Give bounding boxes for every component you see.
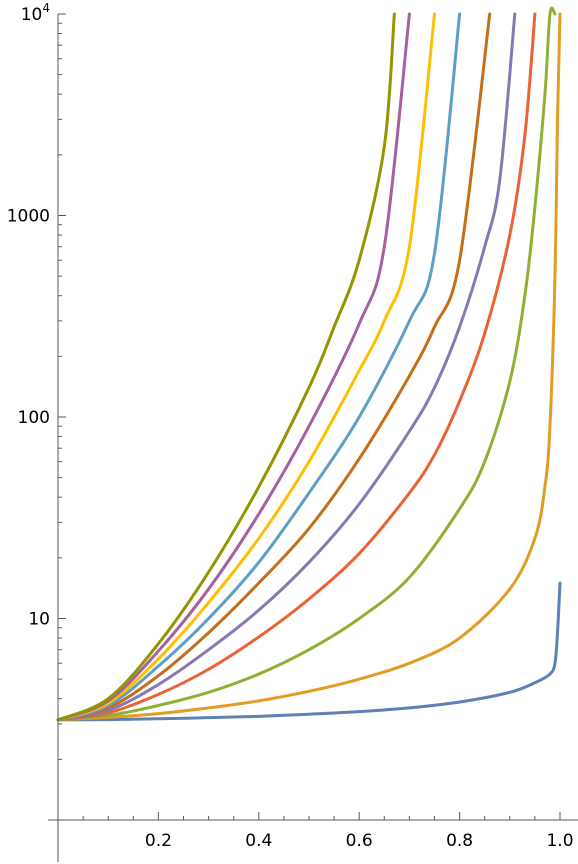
- x-tick-label: 0.4: [245, 831, 272, 851]
- series-line-1: [56, 581, 562, 722]
- x-tick-label: 0.2: [145, 831, 172, 851]
- series-line-4: [56, 12, 537, 722]
- series-layer: [56, 6, 562, 722]
- x-tick-label: 0.8: [446, 831, 473, 851]
- y-tick-label: 1000: [7, 207, 50, 227]
- x-tick-label: 1.0: [546, 831, 573, 851]
- x-tick-label: 0.6: [346, 831, 373, 851]
- axes-layer: [48, 14, 578, 862]
- series-line-7: [56, 12, 462, 722]
- y-tick-label: 100: [18, 408, 50, 428]
- y-tick-label: 10: [28, 610, 50, 630]
- series-line-2: [56, 12, 562, 722]
- series-line-9: [56, 12, 411, 722]
- series-line-6: [56, 12, 492, 722]
- labels-layer: 10 100 1000 104 0.2 0.4 0.6 0.8 1.0: [7, 1, 574, 851]
- series-line-8: [56, 12, 436, 722]
- series-line-10: [56, 12, 396, 722]
- series-line-5: [56, 12, 517, 722]
- y-tick-label: 104: [21, 1, 50, 25]
- series-line-3: [56, 6, 557, 722]
- ticks-layer: [58, 13, 561, 821]
